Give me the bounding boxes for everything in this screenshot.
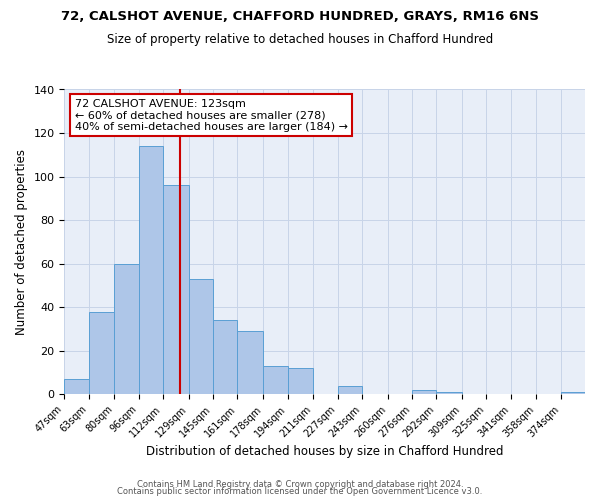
Bar [139, 146, 163, 394]
Bar [189, 279, 213, 394]
Bar [89, 312, 115, 394]
Text: 72, CALSHOT AVENUE, CHAFFORD HUNDRED, GRAYS, RM16 6NS: 72, CALSHOT AVENUE, CHAFFORD HUNDRED, GR… [61, 10, 539, 23]
Bar [412, 390, 436, 394]
Text: Contains HM Land Registry data © Crown copyright and database right 2024.: Contains HM Land Registry data © Crown c… [137, 480, 463, 489]
Bar [561, 392, 585, 394]
Bar [338, 386, 362, 394]
Text: 72 CALSHOT AVENUE: 123sqm
← 60% of detached houses are smaller (278)
40% of semi: 72 CALSHOT AVENUE: 123sqm ← 60% of detac… [75, 98, 348, 132]
Y-axis label: Number of detached properties: Number of detached properties [15, 149, 28, 335]
Bar [436, 392, 462, 394]
Text: Size of property relative to detached houses in Chafford Hundred: Size of property relative to detached ho… [107, 32, 493, 46]
Bar [238, 331, 263, 394]
Bar [163, 186, 189, 394]
Bar [213, 320, 238, 394]
X-axis label: Distribution of detached houses by size in Chafford Hundred: Distribution of detached houses by size … [146, 444, 503, 458]
Bar [115, 264, 139, 394]
Text: Contains public sector information licensed under the Open Government Licence v3: Contains public sector information licen… [118, 488, 482, 496]
Bar [64, 379, 89, 394]
Bar [287, 368, 313, 394]
Bar [263, 366, 287, 394]
